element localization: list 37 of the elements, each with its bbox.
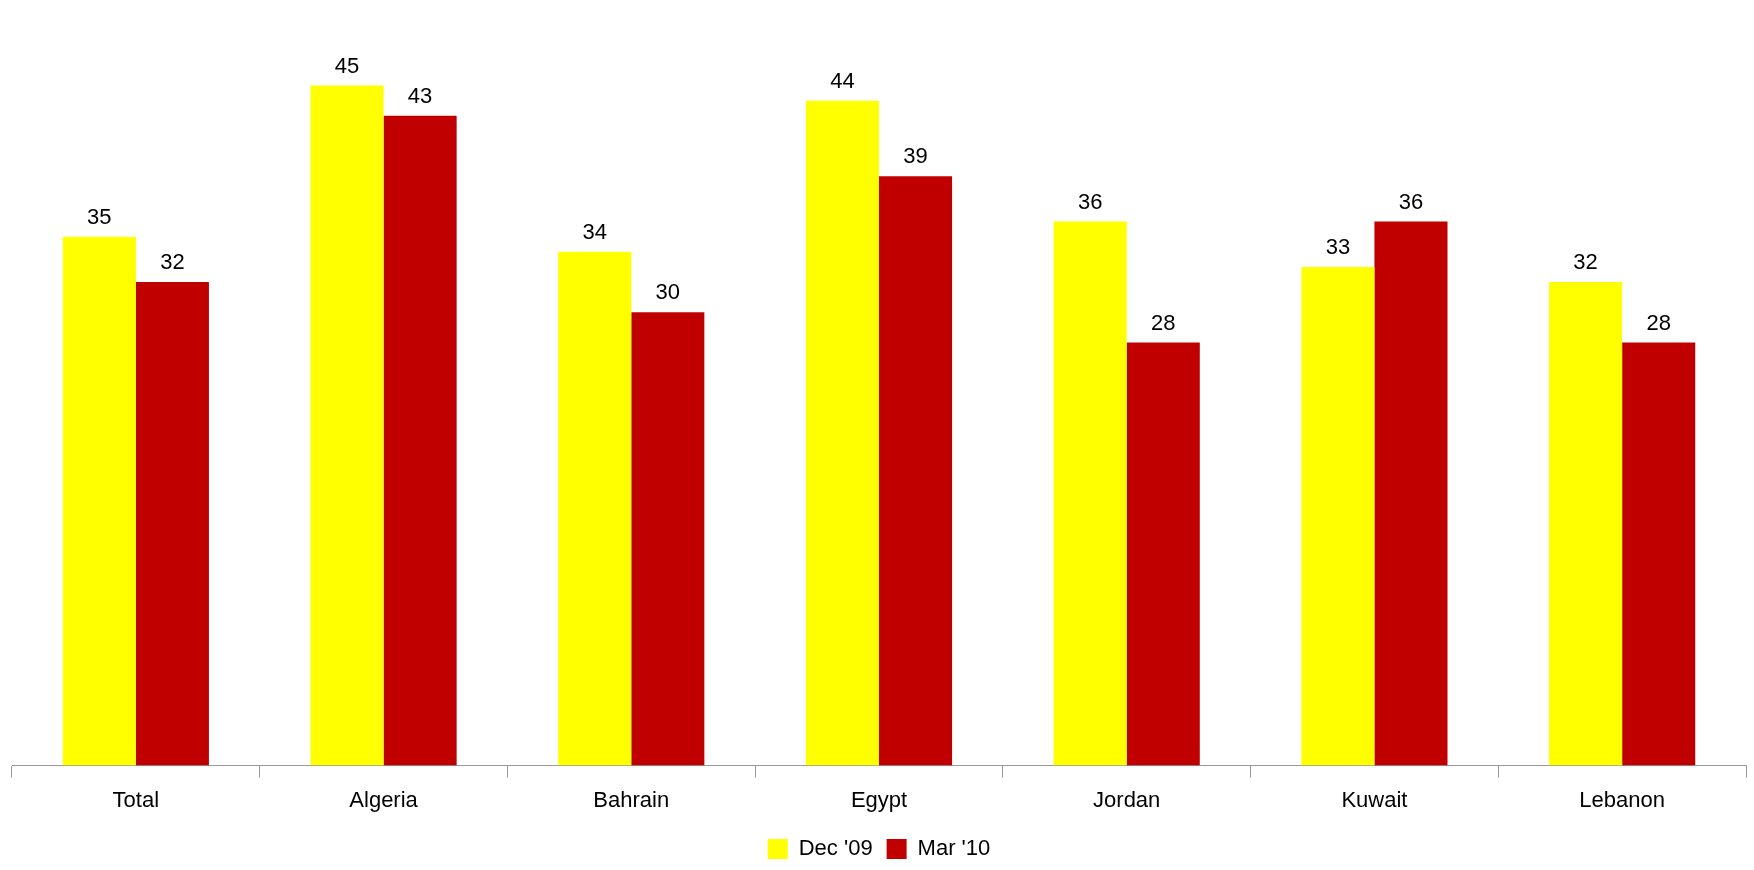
bar xyxy=(879,176,953,766)
x-tick-label: Lebanon xyxy=(1579,786,1665,812)
x-tick-label: Total xyxy=(112,786,160,812)
data-label: 36 xyxy=(1398,188,1424,214)
bar xyxy=(1053,221,1127,766)
bar xyxy=(805,100,879,766)
data-label: 44 xyxy=(830,67,855,93)
bar xyxy=(1374,221,1448,766)
x-tick-label: Kuwait xyxy=(1341,786,1408,812)
bar xyxy=(310,85,384,766)
bar xyxy=(1301,266,1375,766)
bar xyxy=(631,312,705,766)
bar xyxy=(558,251,632,766)
x-tick-label: Algeria xyxy=(349,786,419,812)
data-label: 36 xyxy=(1077,188,1103,214)
bar xyxy=(135,282,209,766)
data-label: 28 xyxy=(1646,309,1671,335)
legend-label: Mar '10 xyxy=(917,835,991,861)
x-tick-label: Bahrain xyxy=(593,786,670,812)
data-label: 45 xyxy=(334,52,360,78)
bar xyxy=(1549,282,1623,766)
data-label: 39 xyxy=(903,143,928,169)
bar xyxy=(1622,342,1696,766)
bar xyxy=(383,115,457,766)
bar xyxy=(62,236,136,766)
data-label: 32 xyxy=(160,249,185,275)
data-label: 28 xyxy=(1151,309,1176,335)
data-label: 32 xyxy=(1573,249,1598,275)
legend-label: Dec '09 xyxy=(798,835,873,861)
x-tick-label: Jordan xyxy=(1093,786,1161,812)
data-label: 30 xyxy=(655,279,681,305)
x-tick-label: Egypt xyxy=(850,786,908,812)
data-label: 35 xyxy=(87,203,112,229)
data-label: 43 xyxy=(407,82,433,108)
data-label: 34 xyxy=(582,218,607,244)
bar xyxy=(1126,342,1200,766)
data-label: 33 xyxy=(1325,233,1351,259)
